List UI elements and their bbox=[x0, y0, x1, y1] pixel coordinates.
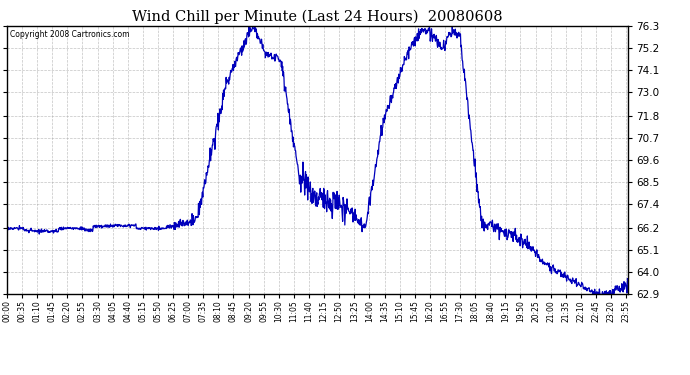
Text: Copyright 2008 Cartronics.com: Copyright 2008 Cartronics.com bbox=[10, 30, 130, 39]
Text: Wind Chill per Minute (Last 24 Hours)  20080608: Wind Chill per Minute (Last 24 Hours) 20… bbox=[132, 9, 503, 24]
